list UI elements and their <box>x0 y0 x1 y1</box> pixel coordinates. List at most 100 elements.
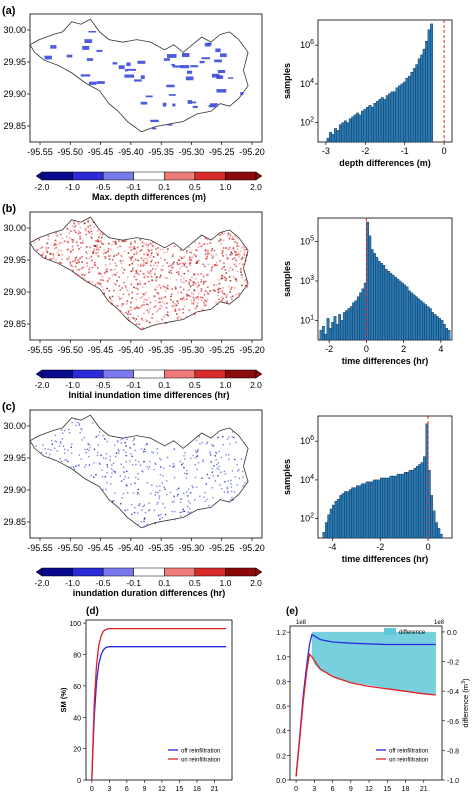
map-cell <box>231 238 234 240</box>
hist-x-tick-label: 0 <box>442 146 447 156</box>
map-cell <box>100 279 102 281</box>
map-cell <box>128 246 131 249</box>
map-cell <box>148 466 151 468</box>
map-cell <box>195 452 198 454</box>
map-cell <box>231 470 234 472</box>
map-cell <box>192 281 194 283</box>
map-cell <box>95 473 97 476</box>
map-cell <box>95 436 97 438</box>
map-texture <box>33 219 249 330</box>
map-cell <box>202 459 204 461</box>
map-cell <box>142 259 145 262</box>
map-cell <box>104 255 107 258</box>
map-cell <box>173 448 175 450</box>
map-cell <box>218 282 221 285</box>
map-cell <box>104 252 106 254</box>
lat-tick-label: 29.85 <box>3 121 26 131</box>
map-cell <box>162 285 165 288</box>
map-cell <box>78 424 80 426</box>
map-cell <box>126 438 128 441</box>
map-cell <box>212 475 214 477</box>
map-cell <box>228 237 231 240</box>
map-cell <box>55 259 57 261</box>
y-tick-label-left: 0.6 <box>276 704 286 711</box>
map-cell <box>42 251 45 253</box>
map-cell <box>140 75 145 79</box>
hist-bar <box>442 324 446 341</box>
map-cell <box>46 251 49 254</box>
colorbar-segment <box>133 171 165 181</box>
map-cell <box>164 506 166 509</box>
axis-multiplier-left: 1e8 <box>296 620 307 626</box>
map-cell <box>230 286 233 289</box>
series-line <box>91 646 227 781</box>
map-cell <box>192 486 194 489</box>
map-cell <box>219 234 222 236</box>
map-cell <box>120 442 123 444</box>
hist-bar <box>363 108 367 143</box>
map-cell <box>81 241 84 244</box>
map-cell <box>134 240 136 243</box>
map-cell <box>82 239 85 242</box>
map-cell <box>234 251 236 253</box>
map-cell <box>140 448 143 450</box>
map-cell <box>97 282 100 284</box>
map-cell <box>244 262 247 265</box>
map-cell <box>186 70 193 74</box>
map-cell <box>178 259 180 262</box>
map-cell <box>156 264 158 267</box>
map-cell <box>162 268 164 271</box>
map-cell <box>192 301 195 303</box>
map-cell <box>80 428 83 431</box>
x-tick-label: 12 <box>158 786 166 792</box>
map-cell <box>229 291 231 293</box>
map-cell <box>145 95 153 98</box>
map-cell <box>216 463 218 466</box>
map-cell <box>244 482 246 484</box>
map-cell <box>179 278 182 281</box>
map-cell <box>205 237 208 240</box>
hist-bar <box>321 326 325 341</box>
hist-bar <box>388 93 392 143</box>
map-cell <box>223 293 226 295</box>
map-cell <box>241 470 244 473</box>
map-cell <box>148 508 151 511</box>
map-cell <box>151 451 153 453</box>
map-cell <box>189 258 191 261</box>
map-cell <box>142 471 144 473</box>
map-cell <box>124 509 126 512</box>
hist-bar <box>429 308 432 341</box>
hist-bar <box>346 491 350 539</box>
hist-bar <box>356 485 359 539</box>
map-cell <box>150 249 153 251</box>
map-cell <box>214 264 217 266</box>
hist-bar <box>440 320 444 341</box>
map-cell <box>245 281 247 284</box>
map-cell <box>110 476 112 478</box>
hist-x-tick-label: -4 <box>328 542 336 552</box>
hist-bar <box>326 318 330 341</box>
map-cell <box>122 449 125 451</box>
map-cell <box>219 484 221 486</box>
map-cell <box>140 265 142 267</box>
map-cell <box>111 464 113 466</box>
map-cell <box>49 253 52 255</box>
map-cell <box>161 248 164 251</box>
map-cell <box>143 253 145 256</box>
map-cell <box>202 244 204 246</box>
map-cell <box>164 314 167 316</box>
map-cell <box>134 242 136 244</box>
map-cell <box>68 255 70 258</box>
map-cell <box>172 253 175 255</box>
colorbar-extend-high <box>255 567 263 577</box>
map-cell <box>139 270 142 272</box>
map-cell <box>188 262 191 265</box>
map-cell <box>122 293 124 296</box>
map-cell <box>167 124 173 126</box>
colorbar-segment <box>72 567 104 577</box>
colorbar-extend-low <box>35 567 43 577</box>
map-cell <box>125 303 128 305</box>
map-cell <box>221 267 223 270</box>
map-cell <box>73 229 76 232</box>
map-cell <box>137 472 139 475</box>
